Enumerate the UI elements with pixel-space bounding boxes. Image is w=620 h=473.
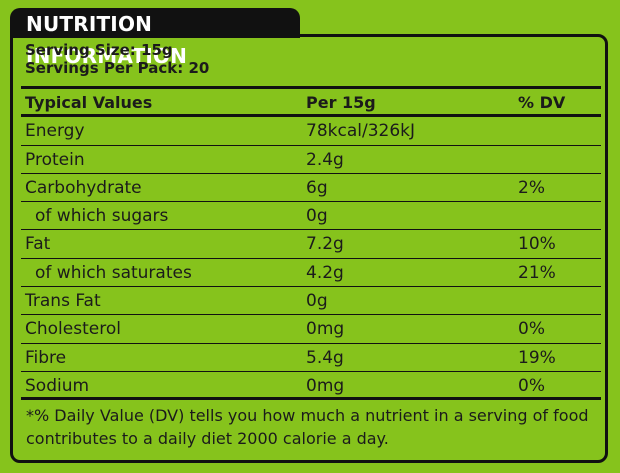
nutrient-name: Fat [25, 234, 51, 255]
nutrition-table: Typical Values Per 15g % DV Energy 78kca… [21, 86, 601, 401]
table-row: Energy 78kcal/326kJ [21, 117, 601, 146]
table-row: Trans Fat 0g [21, 287, 601, 316]
nutrient-amount: 0g [306, 291, 328, 312]
table-row: Cholesterol 0mg 0% [21, 315, 601, 344]
nutrient-dv: 21% [518, 262, 556, 283]
nutrient-name: Fibre [25, 347, 67, 368]
nutrient-amount: 0mg [306, 375, 345, 396]
nutrient-dv: 2% [518, 177, 545, 198]
nutrient-name: Cholesterol [25, 319, 121, 340]
table-row: Fibre 5.4g 19% [21, 344, 601, 372]
table-row: Fat 7.2g 10% [21, 230, 601, 259]
nutrient-name: of which sugars [35, 206, 169, 227]
nutrient-amount: 4.2g [306, 262, 344, 283]
table-header-row: Typical Values Per 15g % DV [21, 89, 601, 118]
nutrient-name: of which saturates [35, 262, 192, 283]
table-row: of which saturates 4.2g 21% [21, 259, 601, 288]
title-tab: NUTRITION INFORMATION [10, 8, 300, 68]
nutrient-dv: 0% [518, 319, 545, 340]
nutrient-dv: 10% [518, 234, 556, 255]
nutrient-name: Protein [25, 149, 85, 170]
nutrient-amount: 2.4g [306, 149, 344, 170]
table-row: Sodium 0mg 0% [21, 372, 601, 401]
header-daily-value: % DV [518, 93, 566, 112]
nutrient-dv: 0% [518, 375, 545, 396]
serving-size: Serving Size: 15g [25, 41, 173, 59]
nutrient-name: Carbohydrate [25, 177, 142, 198]
nutrient-dv: 19% [518, 347, 556, 368]
nutrient-name: Sodium [25, 375, 90, 396]
header-typical-values: Typical Values [25, 93, 153, 112]
nutrient-amount: 6g [306, 177, 328, 198]
footnote-line: contributes to a daily diet 2000 calorie… [26, 429, 389, 448]
nutrient-amount: 7.2g [306, 234, 344, 255]
nutrient-amount: 0g [306, 206, 328, 227]
daily-value-footnote: *% Daily Value (DV) tells you how much a… [26, 404, 596, 450]
nutrient-amount: 0mg [306, 319, 345, 340]
footnote-line: *% Daily Value (DV) tells you how much a… [26, 406, 589, 425]
header-per-serving: Per 15g [306, 93, 376, 112]
nutrition-panel: Serving Size: 15g Servings Per Pack: 20 … [10, 34, 608, 463]
servings-per-pack: Servings Per Pack: 20 [25, 59, 210, 77]
nutrient-amount: 5.4g [306, 347, 344, 368]
table-row: of which sugars 0g [21, 202, 601, 231]
table-row: Protein 2.4g [21, 146, 601, 174]
nutrient-amount: 78kcal/326kJ [306, 121, 415, 142]
nutrient-name: Energy [25, 121, 85, 142]
page-title: NUTRITION INFORMATION [26, 12, 188, 68]
nutrient-name: Trans Fat [25, 291, 101, 312]
table-row: Carbohydrate 6g 2% [21, 174, 601, 203]
